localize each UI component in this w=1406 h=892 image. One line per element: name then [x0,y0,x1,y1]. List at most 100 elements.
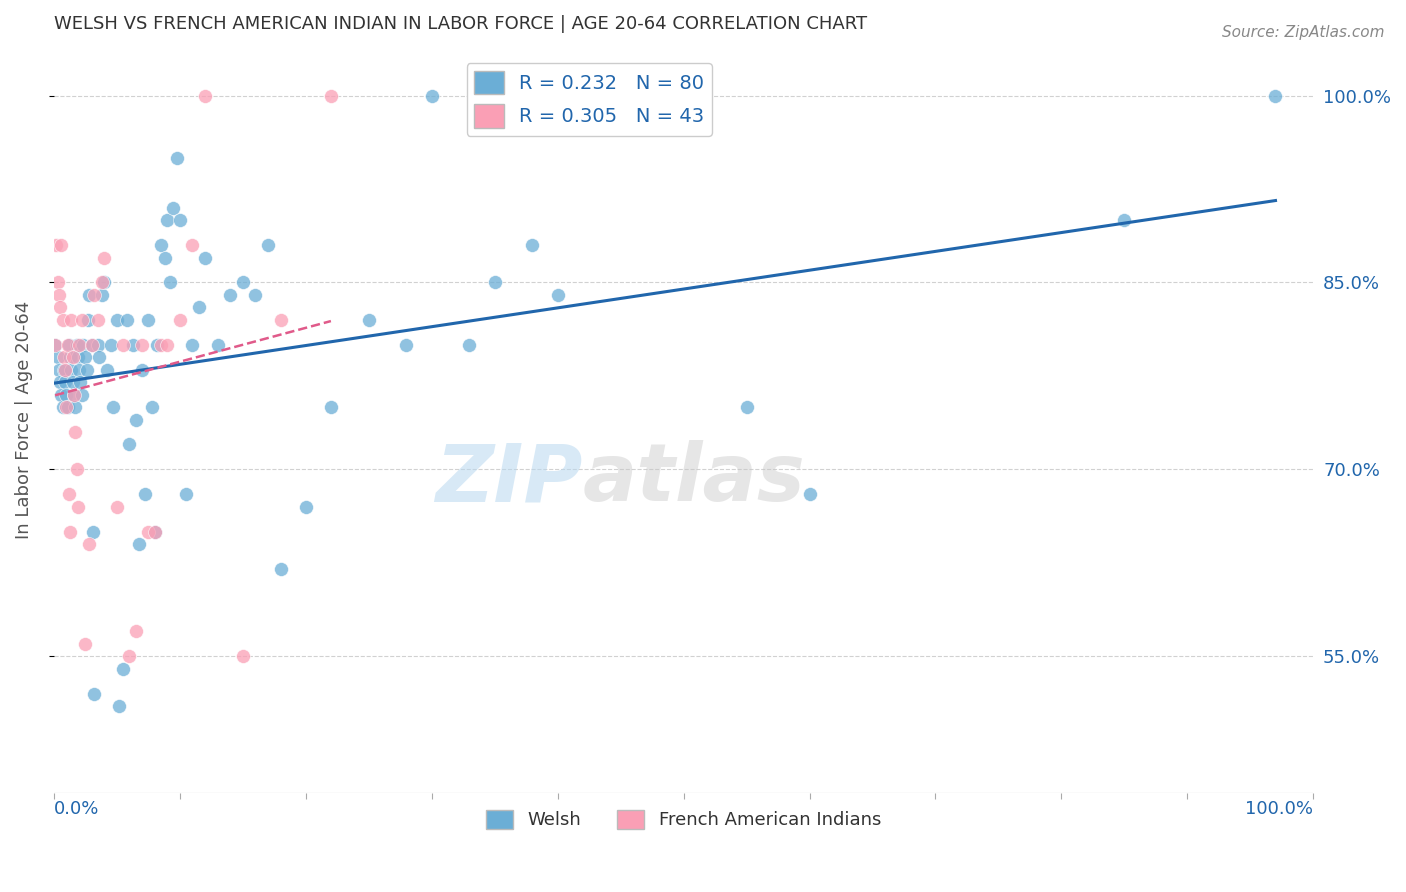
Point [1114,213,1136,227]
Point [77,537,100,551]
Point [319,88,342,103]
Point [187,301,209,315]
Point [48,362,70,376]
Point [63,387,86,401]
Point [159,276,181,290]
Point [270,562,292,576]
Point [59,350,82,364]
Point [62,375,84,389]
Point [56,400,79,414]
Point [357,313,380,327]
Point [44,337,66,351]
Point [245,288,267,302]
Point [181,337,204,351]
Point [169,213,191,227]
Point [80,337,103,351]
Point [66,350,89,364]
Point [101,400,124,414]
Point [141,400,163,414]
Point [128,537,150,551]
Point [319,400,342,414]
Point [52,350,75,364]
Point [72,337,94,351]
Point [58,337,80,351]
Point [44,337,66,351]
Point [547,288,569,302]
Point [156,213,179,227]
Point [105,313,128,327]
Point [60,313,83,327]
Point [87,337,110,351]
Point [194,88,217,103]
Point [77,288,100,302]
Point [58,487,80,501]
Point [93,276,115,290]
Point [53,375,76,389]
Point [522,238,544,252]
Point [136,313,159,327]
Point [70,387,93,401]
Point [162,201,184,215]
Point [48,288,70,302]
Point [149,238,172,252]
Point [65,337,87,351]
Point [219,288,242,302]
Point [115,313,138,327]
Point [76,362,98,376]
Point [56,337,79,351]
Point [67,337,90,351]
Point [100,337,122,351]
Point [232,276,254,290]
Point [55,400,77,414]
Point [75,350,97,364]
Point [76,313,98,327]
Point [484,276,506,290]
Point [146,337,169,351]
Point [53,362,76,376]
Point [125,624,148,639]
Point [131,337,153,351]
Point [55,387,77,401]
Point [1264,88,1286,103]
Y-axis label: In Labor Force | Age 20-64: In Labor Force | Age 20-64 [15,301,32,539]
Point [112,662,135,676]
Point [257,238,280,252]
Point [153,251,176,265]
Point [131,362,153,376]
Point [174,487,197,501]
Point [52,313,75,327]
Point [49,301,72,315]
Point [65,400,87,414]
Point [458,337,481,351]
Text: 0.0%: 0.0% [53,799,100,818]
Point [181,238,204,252]
Point [45,238,67,252]
Point [112,337,135,351]
Point [134,487,156,501]
Point [194,251,217,265]
Point [125,412,148,426]
Point [143,524,166,539]
Point [75,637,97,651]
Point [156,337,179,351]
Point [83,687,105,701]
Point [105,500,128,514]
Point [169,313,191,327]
Point [122,337,145,351]
Point [52,400,75,414]
Point [395,337,418,351]
Point [207,337,229,351]
Point [166,151,188,165]
Point [60,362,83,376]
Point [83,288,105,302]
Legend: Welsh, French American Indians: Welsh, French American Indians [478,803,889,837]
Text: ZIP: ZIP [436,441,583,518]
Point [66,500,89,514]
Text: WELSH VS FRENCH AMERICAN INDIAN IN LABOR FORCE | AGE 20-64 CORRELATION CHART: WELSH VS FRENCH AMERICAN INDIAN IN LABOR… [53,15,868,33]
Point [52,362,75,376]
Point [59,524,82,539]
Point [87,313,110,327]
Point [90,276,112,290]
Point [49,375,72,389]
Point [51,238,73,252]
